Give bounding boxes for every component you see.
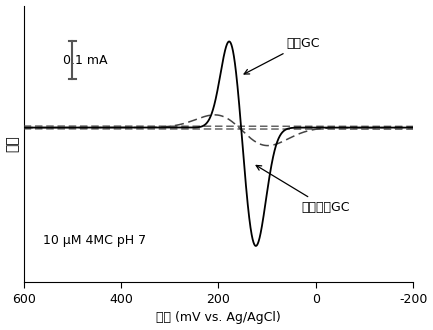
Text: 10 μM 4MC pH 7: 10 μM 4MC pH 7 [43,234,146,247]
X-axis label: 电势 (mV vs. Ag/AgCl): 电势 (mV vs. Ag/AgCl) [156,312,281,324]
Text: 吡啶清洗GC: 吡啶清洗GC [256,165,350,214]
Text: 0.1 mA: 0.1 mA [63,53,107,67]
Text: 抛光GC: 抛光GC [244,37,320,74]
Y-axis label: 电流: 电流 [6,136,19,152]
